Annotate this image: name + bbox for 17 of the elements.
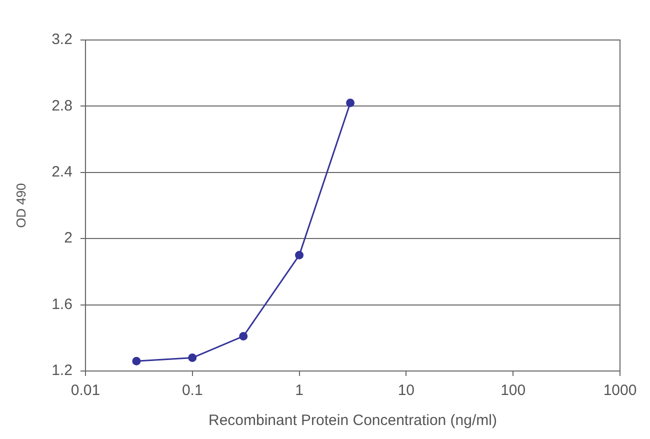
x-tick-label: 10 bbox=[398, 382, 415, 400]
x-tick-label: 0.01 bbox=[70, 382, 100, 400]
x-tick-label: 100 bbox=[500, 382, 526, 400]
x-tick-label: 1 bbox=[295, 382, 304, 400]
y-axis-title: OD 490 bbox=[13, 183, 28, 228]
x-tick-label: 0.1 bbox=[182, 382, 203, 400]
y-tick-label: 2.8 bbox=[52, 97, 72, 114]
y-tick-label: 2 bbox=[64, 230, 72, 247]
y-tick-label: 2.4 bbox=[52, 164, 72, 181]
y-tick-label: 1.6 bbox=[52, 296, 72, 313]
y-tick-label: 3.2 bbox=[52, 31, 72, 48]
y-tick-label: 1.2 bbox=[52, 362, 72, 380]
x-axis-title: Recombinant Protein Concentration (ng/ml) bbox=[208, 412, 497, 430]
point bbox=[239, 332, 248, 340]
x-tick-label: 1000 bbox=[603, 382, 637, 400]
point bbox=[132, 356, 141, 366]
point bbox=[346, 98, 355, 108]
